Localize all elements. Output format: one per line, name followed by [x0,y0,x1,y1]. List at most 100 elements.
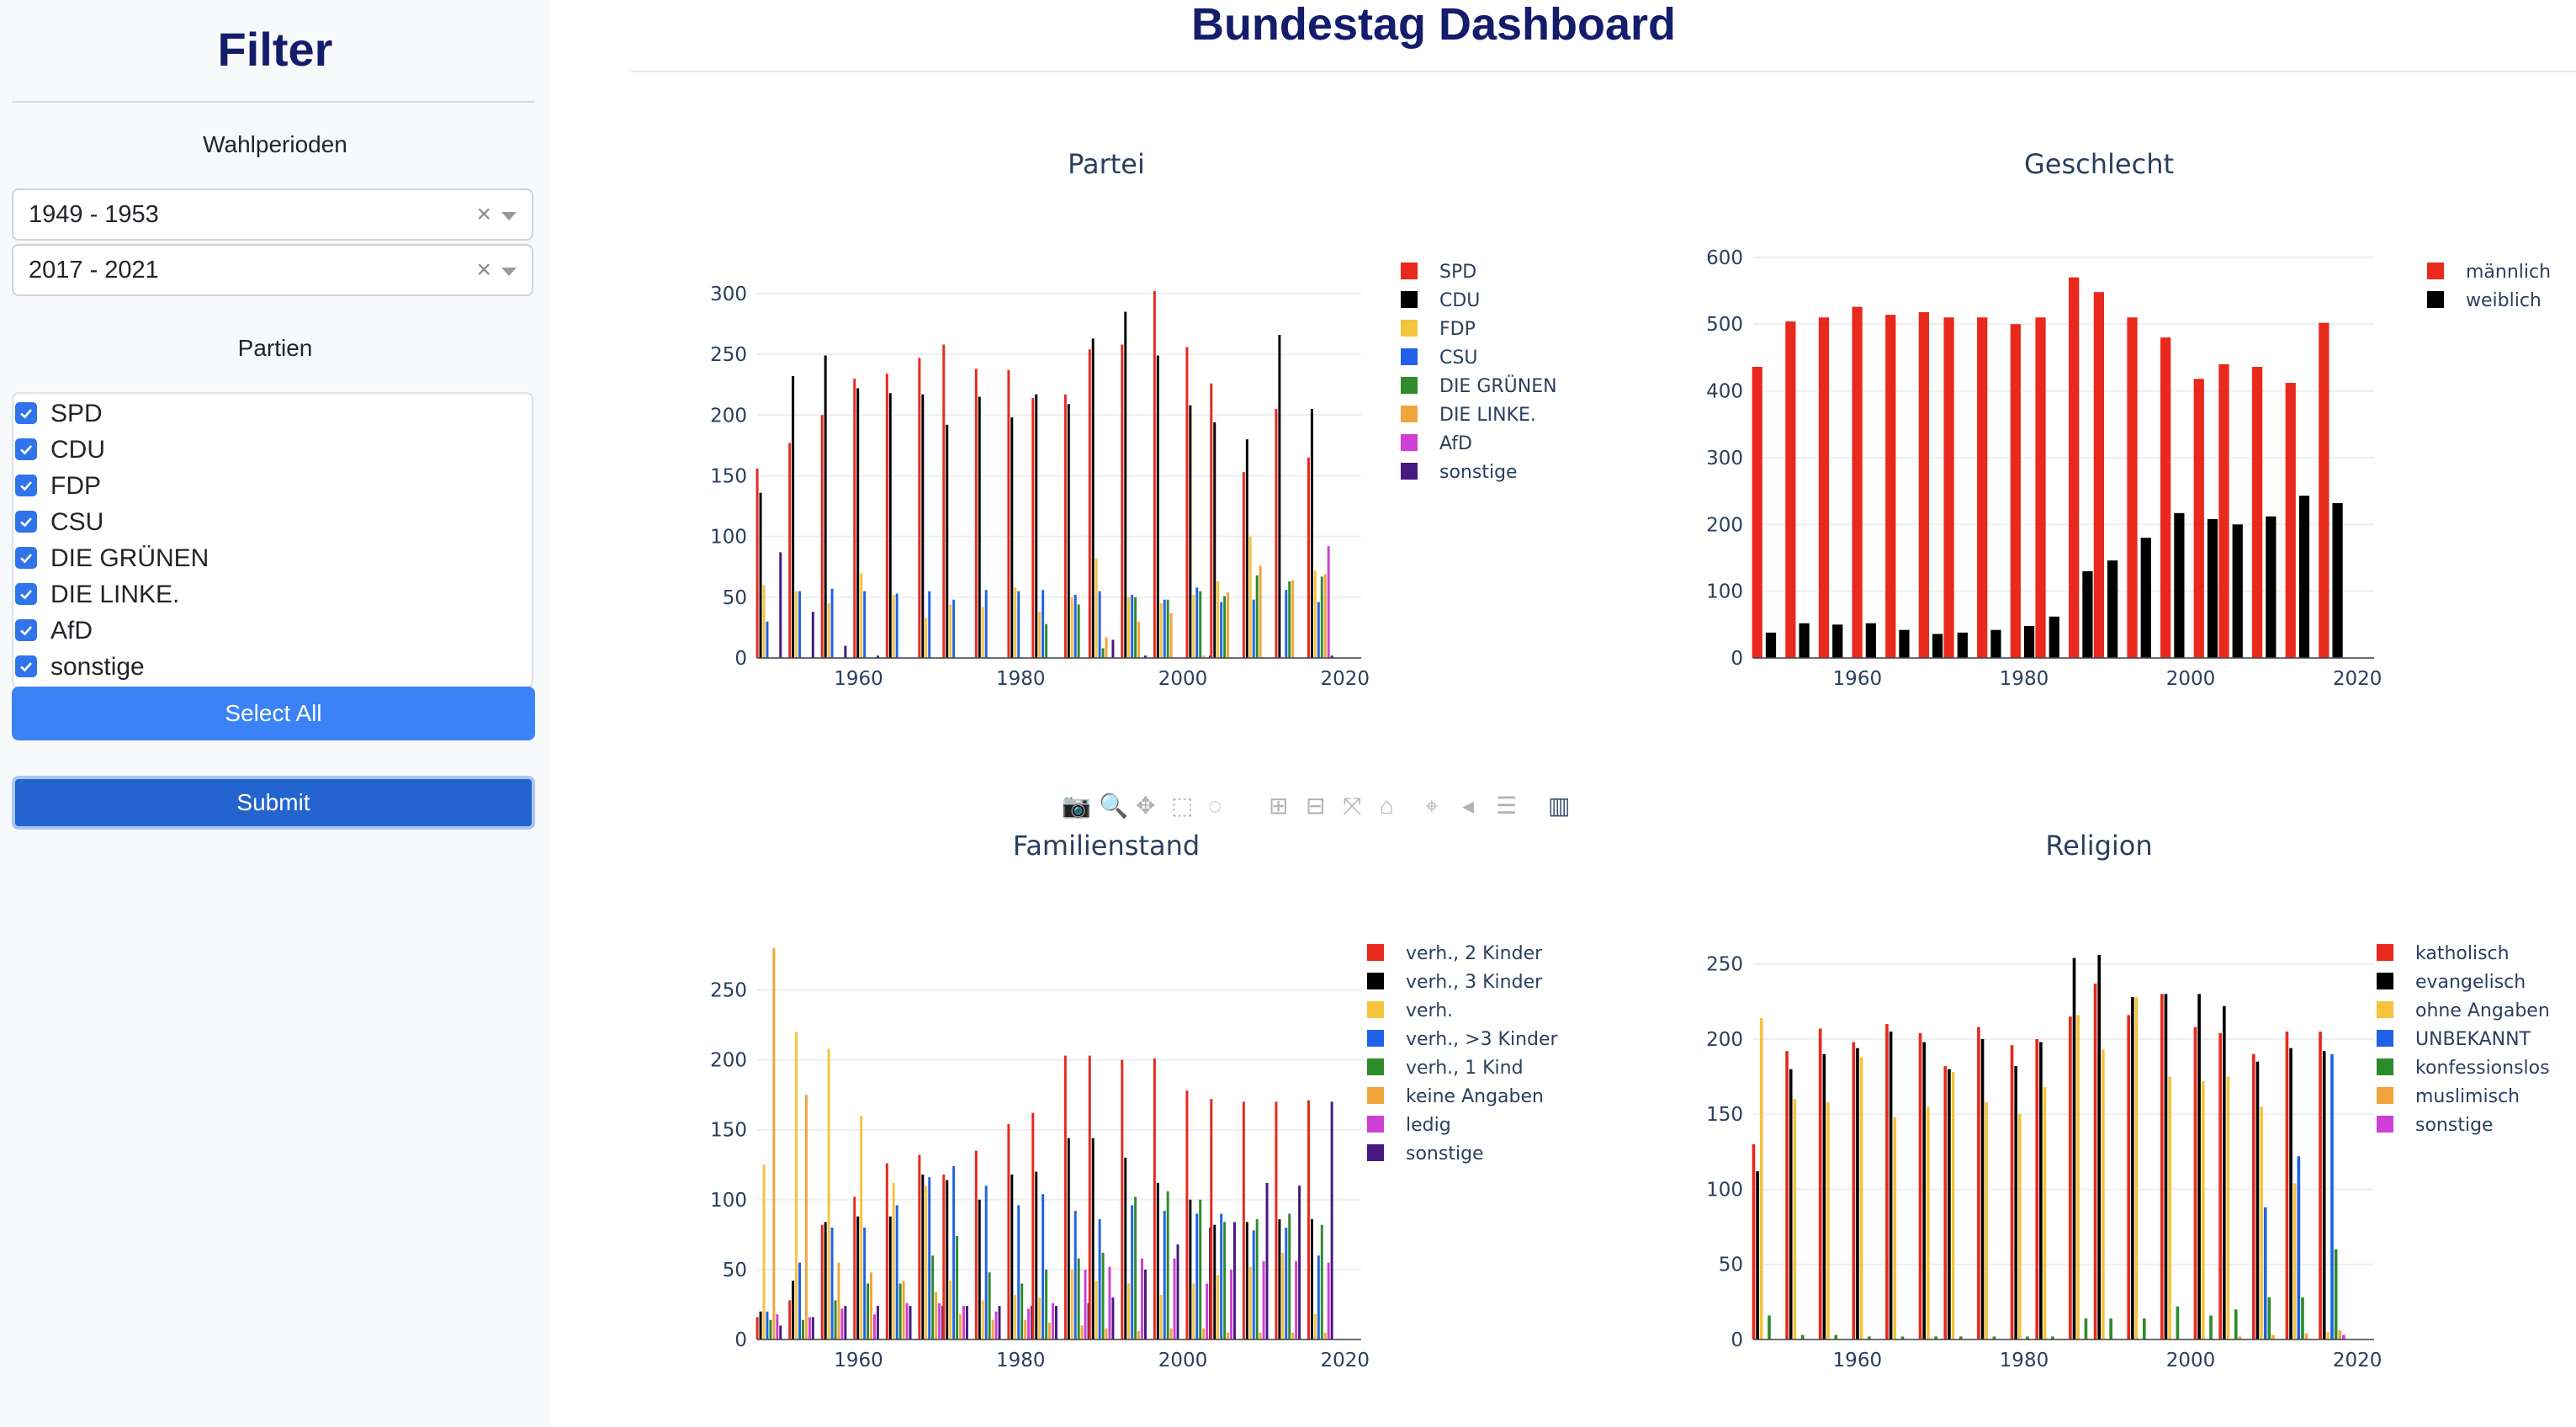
chevron-down-icon[interactable] [501,212,517,220]
bar [1185,1090,1189,1339]
wahlperioden-label: Wahlperioden [203,131,347,157]
bar [1111,1297,1115,1339]
legend-swatch [2427,291,2444,308]
period-dropdown-1[interactable]: 1949 - 1953 × [12,188,533,241]
checkbox-checked-icon[interactable] [15,438,37,460]
bar [824,1222,827,1339]
bar [1977,1026,1980,1339]
checkbox-checked-icon[interactable] [15,655,37,677]
bar [1101,648,1105,658]
clear-icon[interactable]: × [476,256,491,284]
plotly-logo-icon[interactable]: ▥ [1548,793,1571,819]
lasso-icon[interactable]: ◌ [1208,793,1222,819]
chart-familienstand[interactable]: Familienstand 0 50 100 150 200 250 1960 1980 2000… [631,808,1640,1397]
reset-axes-icon[interactable]: ⌂ [1380,793,1394,819]
legend-label: muslimisch [2415,1086,2520,1107]
bar [1144,1269,1147,1339]
checkbox-checked-icon[interactable] [15,475,37,496]
checkbox-checked-icon[interactable] [15,547,37,569]
bar [2285,383,2296,658]
chevron-down-icon[interactable] [501,268,517,276]
hover-closest-icon[interactable]: ◂ [1462,793,1475,819]
party-checkbox-afd[interactable]: AfD [13,614,518,648]
chart-geschlecht[interactable]: Geschlecht 0 100 200 300 400 500 600 1960 1980 200… [1640,126,2576,698]
spike-lines-icon[interactable]: ⌖ [1425,793,1439,819]
x-tick-label: 2000 [2166,1350,2216,1371]
bar [931,1255,935,1339]
bar [2301,1297,2304,1339]
bar [1943,1066,1948,1339]
bar [1856,1048,1859,1339]
zoom-in-icon[interactable]: ⊞ [1269,793,1289,819]
bar [925,618,928,658]
bar [981,1300,984,1339]
legend-swatch [2377,1087,2393,1104]
bar [2285,1032,2289,1339]
legend-swatch [1401,263,1418,279]
bar [1799,623,1810,658]
bar [2266,516,2277,658]
bar [1980,1038,1985,1339]
bar [2304,1333,2308,1339]
zoom-icon[interactable]: 🔍 [1099,793,1128,819]
title-divider [631,71,2576,72]
party-checkbox-csu[interactable]: CSU [13,506,518,539]
checkbox-checked-icon[interactable] [15,583,37,605]
bar [1131,594,1134,658]
party-checkbox-linke[interactable]: DIE LINKE. [13,578,518,612]
bar [873,1314,876,1339]
bar [885,374,888,658]
party-checkbox-cdu[interactable]: CDU [13,433,518,467]
bar [1822,1053,1826,1339]
bar [952,599,956,658]
bar [1885,315,1896,658]
bar [1166,599,1169,658]
bar [892,1182,895,1339]
chart-partei[interactable]: Partei 0 50 100 150 200 250 300 1960 1980 2000 2020… [631,126,1640,698]
bar [1121,1059,1124,1339]
box-select-icon[interactable]: ⬚ [1171,793,1194,819]
checkbox-checked-icon[interactable] [15,402,37,424]
bar [1159,1294,1163,1339]
bar [1156,355,1159,658]
bar [2222,1005,2226,1339]
bar [1070,597,1073,658]
bar [2127,1015,2131,1339]
hover-compare-icon[interactable]: ☰ [1496,793,1518,819]
clear-icon[interactable]: × [476,200,491,228]
bar [998,1306,1001,1339]
bar [1756,1171,1759,1339]
bar [2271,1334,2275,1339]
chart-religion[interactable]: Religion 0 50 100 150 200 250 1960 1980 2000 2020 k… [1640,808,2576,1397]
party-checkbox-spd[interactable]: SPD [13,397,518,431]
party-checkbox-sonstige[interactable]: sonstige [13,650,518,684]
bar [938,1302,941,1339]
party-checkbox-fdp[interactable]: FDP [13,469,518,503]
legend-swatch [1401,463,1418,480]
checkbox-checked-icon[interactable] [15,619,37,641]
bar [1248,1266,1252,1339]
select-all-button[interactable]: Select All [12,687,535,740]
party-checkbox-gruene[interactable]: DIE GRÜNEN [13,542,518,576]
bar [2201,1080,2205,1339]
bar [1091,1138,1095,1339]
bar [984,590,988,658]
submit-button[interactable]: Submit [12,776,535,830]
bar [1020,1283,1024,1339]
checkbox-checked-icon[interactable] [15,511,37,533]
zoom-out-icon[interactable]: ⊟ [1306,793,1326,819]
y-tick-label: 150 [1706,1104,1743,1126]
period-dropdown-2[interactable]: 2017 - 2021 × [12,244,533,296]
bar [1934,1336,1937,1339]
bar [766,621,769,658]
pan-icon[interactable]: ✥ [1136,793,1156,819]
bar [2010,324,2021,658]
bar [1957,632,1968,658]
camera-icon[interactable]: 📷 [1062,793,1091,819]
bar [1101,1252,1105,1339]
legend-label: ohne Angaben [2415,1000,2550,1021]
autoscale-icon[interactable]: ⤧ [1343,793,1362,819]
bar [1121,344,1124,658]
bar [1320,1224,1323,1339]
bar [1144,655,1147,658]
